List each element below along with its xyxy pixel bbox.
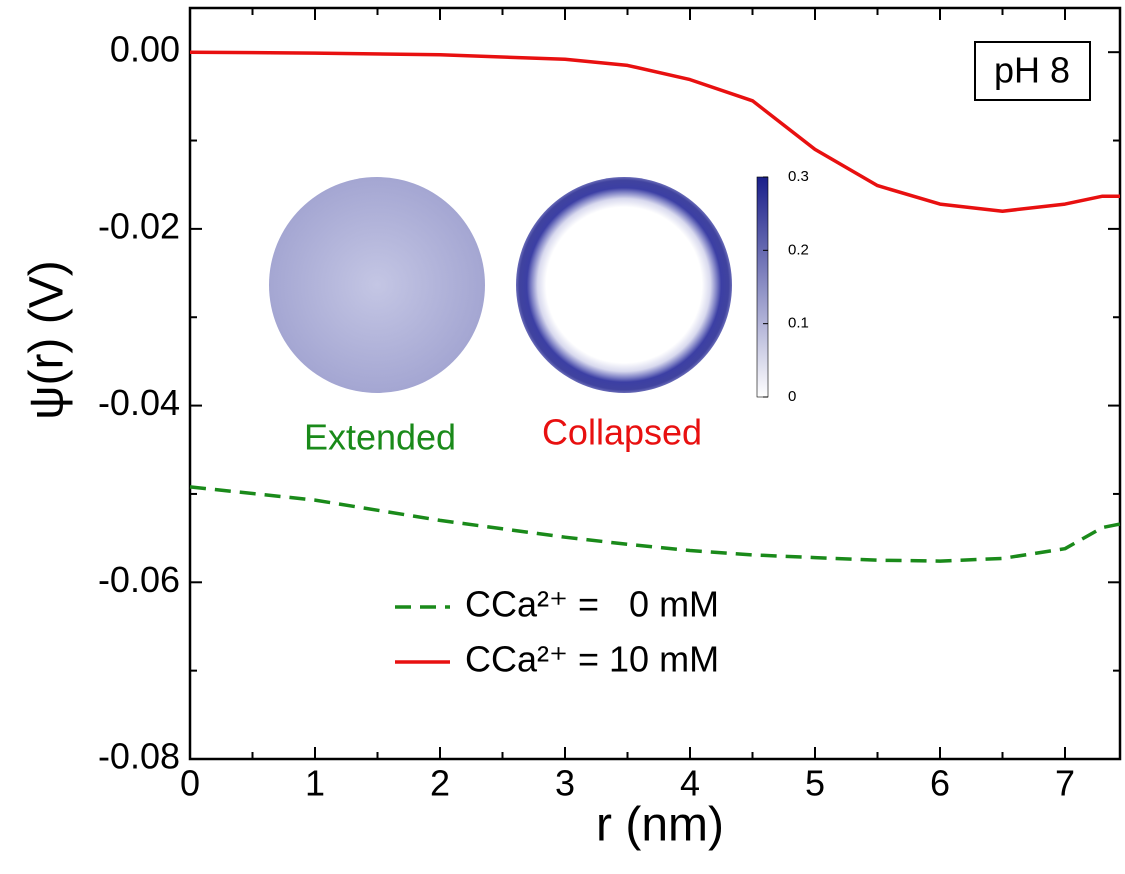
y-tick-label: -0.04 <box>98 382 180 423</box>
y-tick-label: -0.08 <box>98 736 180 777</box>
x-tick-label: 0 <box>180 763 200 804</box>
y-axis-label: ψ(r) (V) <box>21 260 74 420</box>
annotation: Extended <box>304 417 456 458</box>
line <box>190 487 1120 561</box>
x-tick-label: 6 <box>930 763 950 804</box>
extended-sphere <box>269 177 485 393</box>
inset <box>269 177 768 397</box>
x-tick-label: 3 <box>555 763 575 804</box>
panel-label: pH 8 <box>994 50 1070 91</box>
colorbar-tick-label: 0 <box>788 388 796 405</box>
x-axis-label: r (nm) <box>596 799 724 852</box>
y-tick-label: 0.00 <box>110 29 180 70</box>
legend-label: CCa²⁺ = 0 mM <box>465 584 719 625</box>
x-tick-label: 1 <box>305 763 325 804</box>
colorbar <box>757 177 768 397</box>
x-tick-label: 4 <box>680 763 700 804</box>
legend-label: CCa²⁺ = 10 mM <box>465 639 719 680</box>
annotation: Collapsed <box>542 412 702 453</box>
y-tick-label: -0.06 <box>98 559 180 600</box>
colorbar-tick-label: 0.3 <box>788 168 809 185</box>
chart: ψ(r) (V) r (nm) Extended Collapsed pH 8 … <box>0 0 1125 869</box>
colorbar-tick-label: 0.1 <box>788 315 809 332</box>
x-tick-label: 5 <box>805 763 825 804</box>
x-tick-label: 7 <box>1055 763 1075 804</box>
colorbar-tick-label: 0.2 <box>788 241 809 258</box>
y-tick-label: -0.02 <box>98 205 180 246</box>
x-tick-label: 2 <box>430 763 450 804</box>
collapsed-sphere <box>516 177 732 393</box>
